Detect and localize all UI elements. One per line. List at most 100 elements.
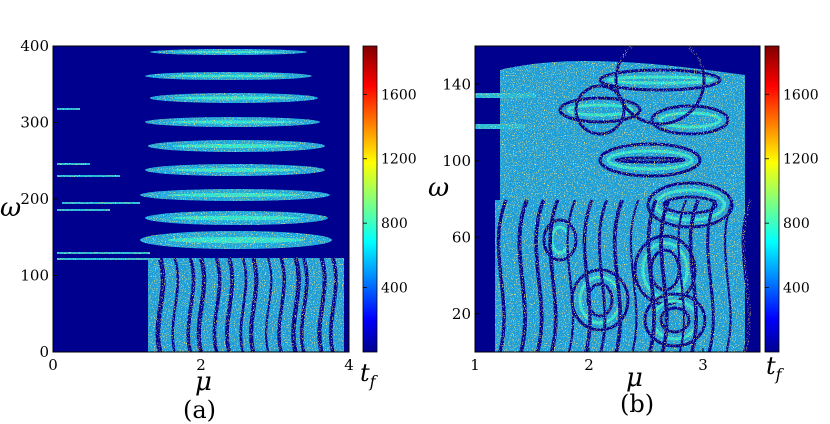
texture-band-core (167, 237, 305, 243)
colorbar-a (362, 45, 378, 353)
colorbar-ticks-a: 400 800 1200 1600 (363, 87, 417, 297)
y-tick-label: 200 (20, 190, 49, 208)
heatmap-b-texture (475, 46, 753, 352)
x-tick-label: 1 (470, 356, 480, 374)
texture-stroke (496, 199, 508, 352)
texture-loop (614, 46, 706, 126)
texture-stroke (171, 257, 180, 352)
texture-stroke (612, 199, 624, 352)
texture-stroke (196, 257, 207, 352)
colorbar-label-b: tf (766, 352, 785, 384)
y-tick-label: 140 (442, 75, 471, 93)
texture-stroke (534, 199, 546, 352)
texture-loop (598, 68, 722, 92)
texture-band-core (172, 51, 285, 53)
axis-ticks-b: 1 2 3 20 60 100 140 (442, 75, 707, 374)
texture-loop (650, 104, 730, 136)
y-tick-label: 400 (20, 37, 49, 55)
texture-streak (475, 124, 525, 129)
texture-stroke (212, 257, 222, 352)
texture-stroke (299, 257, 309, 352)
colorbar-b (764, 45, 780, 353)
texture-stroke (239, 257, 248, 352)
texture-stroke (582, 199, 594, 352)
texture-stroke (249, 257, 259, 352)
texture-loop (606, 75, 714, 85)
colorbar-tick-label: 800 (381, 216, 408, 232)
x-tick-label: 0 (48, 356, 58, 374)
colorbar-tick-label: 800 (783, 216, 810, 232)
texture-stroke (646, 199, 658, 352)
texture-streak (57, 209, 110, 211)
texture-loop (574, 84, 626, 136)
axis-ticks-a: 0 2 4 0 100 200 300 400 (20, 37, 353, 374)
texture-loop (542, 218, 578, 262)
y-tick-label: 300 (20, 114, 49, 132)
texture-stroke (741, 199, 753, 352)
colorbar-label-a: tf (360, 359, 379, 391)
texture-loop (643, 292, 707, 348)
x-axis-label-a: μ (195, 367, 212, 397)
x-tick-label: 4 (344, 356, 354, 374)
texture-stroke (629, 199, 640, 352)
colorbar-ticks-b: 400 800 1200 1600 (765, 87, 819, 297)
panel-a: 0 2 4 0 100 200 300 400 400 800 1200 1600 ω μ tf (… (0, 37, 417, 424)
texture-stroke (328, 257, 338, 352)
colorbar-tick-label: 1200 (381, 152, 417, 168)
panel-b: 1 2 3 20 60 100 140 400 800 1200 1600 ω μ tf (b) (428, 45, 819, 418)
texture-band-core (168, 74, 289, 78)
texture-band-core (173, 144, 300, 148)
texture-band-core (167, 193, 303, 197)
texture-streak (57, 108, 80, 110)
x-axis-label-b: μ (626, 363, 643, 393)
texture-streak (57, 258, 160, 260)
panel-label-b: (b) (620, 390, 654, 418)
texture-loop (566, 103, 634, 117)
texture-loop (558, 96, 642, 124)
texture-stroke (225, 257, 235, 352)
texture-loop (662, 195, 718, 215)
y-tick-label: 20 (452, 305, 471, 323)
texture-band-core (171, 215, 302, 221)
texture-streak (57, 252, 150, 254)
panel-label-a: (a) (183, 396, 216, 424)
heatmap-a-texture (57, 49, 344, 352)
texture-stroke (548, 199, 560, 352)
texture-streak (475, 93, 535, 98)
texture-stroke (597, 199, 609, 352)
texture-stroke (277, 257, 286, 352)
texture-loop (606, 149, 694, 171)
texture-loop (598, 142, 702, 178)
texture-stroke (566, 199, 577, 352)
colorbar-tick-label: 1600 (783, 87, 819, 103)
texture-loop (659, 306, 691, 334)
colorbar-tick-label: 1600 (381, 87, 417, 103)
texture-streak (57, 163, 90, 165)
y-tick-label: 60 (452, 228, 471, 246)
y-axis-label-a: ω (0, 193, 21, 223)
texture-loop (614, 156, 686, 164)
texture-band-core (170, 168, 300, 172)
texture-band-core (170, 120, 295, 124)
colorbar-tick-label: 1200 (783, 152, 819, 168)
texture-stroke (186, 257, 196, 352)
texture-streak (62, 202, 140, 204)
texture-stroke (291, 257, 301, 352)
texture-stroke (706, 199, 717, 352)
texture-stroke (723, 199, 734, 352)
x-tick-label: 2 (196, 356, 206, 374)
y-tick-label: 100 (442, 152, 471, 170)
texture-stroke (264, 257, 273, 352)
texture-stroke (155, 257, 166, 352)
texture-stroke (677, 199, 687, 352)
texture-stroke (317, 257, 327, 352)
x-tick-label: 3 (698, 356, 708, 374)
texture-band-core (174, 96, 294, 100)
texture-stroke (659, 199, 671, 352)
y-tick-label: 100 (20, 267, 49, 285)
texture-streak (57, 175, 120, 177)
texture-stroke (517, 199, 529, 352)
y-tick-label: 0 (39, 343, 49, 361)
colorbar-tick-label: 400 (381, 281, 408, 297)
